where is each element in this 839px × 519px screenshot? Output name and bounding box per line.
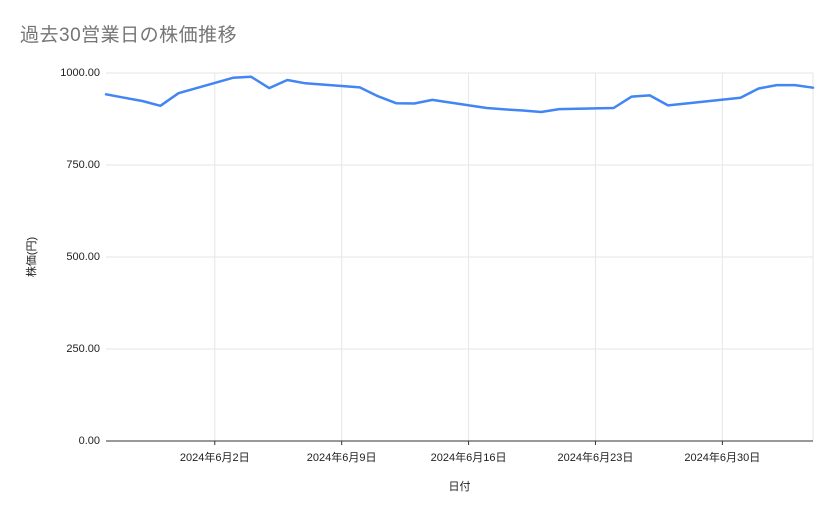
x-tick-label: 2024年6月30日 xyxy=(684,452,761,464)
y-tick-label: 750.00 xyxy=(66,159,100,171)
y-tick-label: 0.00 xyxy=(78,435,100,447)
y-tick-label: 500.00 xyxy=(66,251,100,263)
x-tick-label: 2024年6月23日 xyxy=(557,452,634,464)
x-tick-label: 2024年6月2日 xyxy=(179,452,250,464)
y-tick-label: 1000.00 xyxy=(60,67,100,79)
x-tick-label: 2024年6月9日 xyxy=(306,452,377,464)
x-tick-label: 2024年6月16日 xyxy=(430,452,507,464)
x-axis-title: 日付 xyxy=(448,481,471,493)
y-tick-label: 250.00 xyxy=(66,343,100,355)
y-axis-title: 株価(円) xyxy=(26,236,38,278)
series-line-株価 xyxy=(104,75,815,114)
chart-title: 過去30営業日の株価推移 xyxy=(20,25,238,46)
